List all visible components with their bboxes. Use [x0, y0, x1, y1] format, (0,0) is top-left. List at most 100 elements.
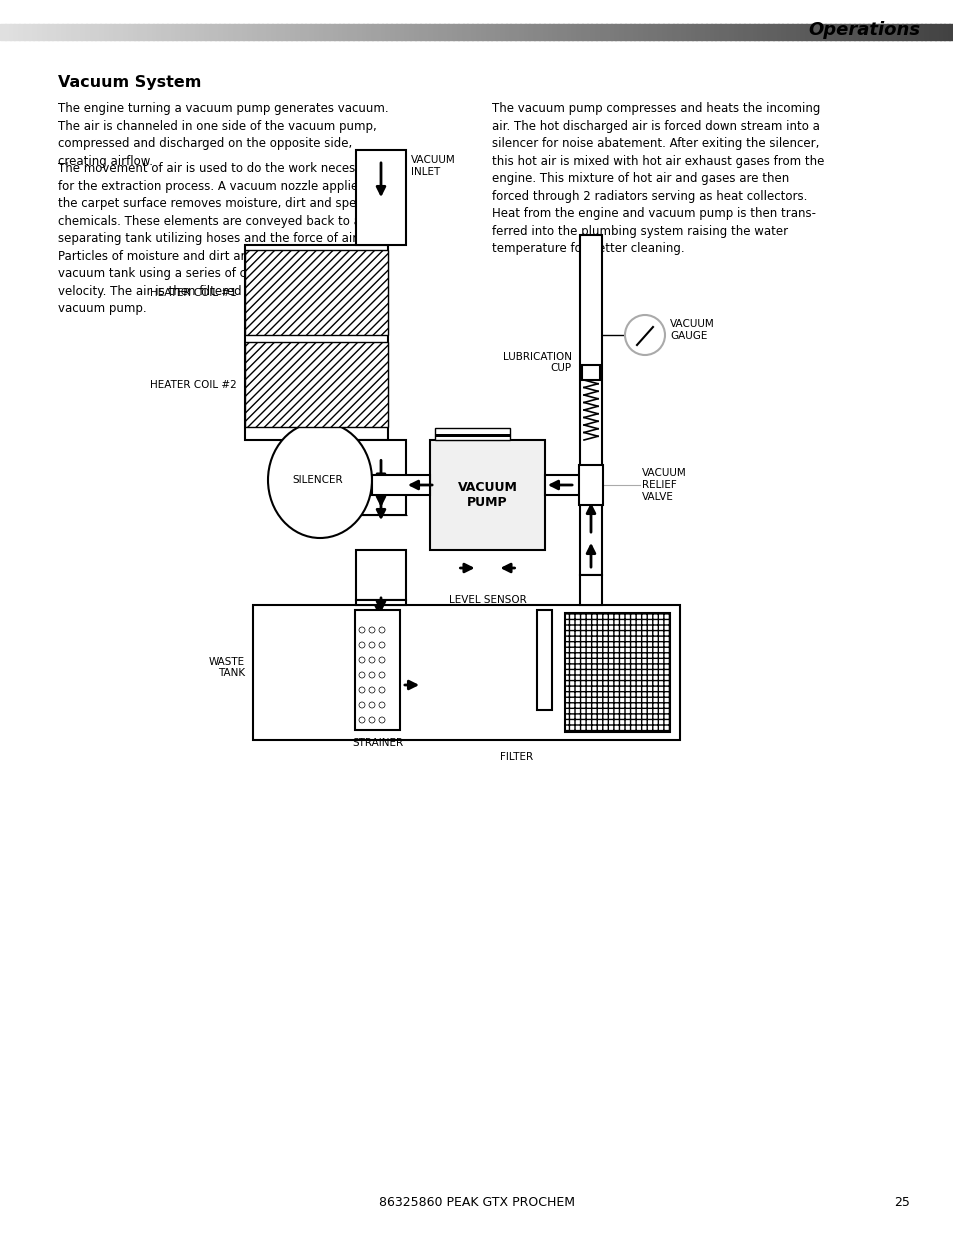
Bar	[901, 23, 906, 40]
Circle shape	[358, 627, 365, 634]
Bar	[934, 23, 940, 40]
Bar	[467, 23, 473, 40]
Bar	[562, 23, 568, 40]
Bar	[810, 23, 816, 40]
Bar	[95, 23, 101, 40]
Bar	[48, 23, 53, 40]
Bar	[672, 23, 678, 40]
Bar	[257, 23, 263, 40]
Circle shape	[378, 642, 385, 648]
Bar	[529, 23, 535, 40]
Bar	[839, 23, 844, 40]
Bar	[772, 23, 778, 40]
Bar	[586, 23, 592, 40]
Bar	[715, 23, 720, 40]
Bar	[319, 23, 325, 40]
Bar	[920, 23, 925, 40]
Bar	[253, 23, 258, 40]
Bar	[724, 23, 730, 40]
Bar	[762, 23, 768, 40]
Bar	[367, 23, 373, 40]
Bar	[355, 600, 406, 605]
Bar	[405, 23, 411, 40]
Bar	[572, 23, 578, 40]
Bar	[758, 23, 763, 40]
Bar	[491, 23, 497, 40]
Bar	[896, 23, 902, 40]
Text: VACUUM
RELIEF
VALVE: VACUUM RELIEF VALVE	[641, 468, 686, 501]
Bar	[767, 23, 773, 40]
Circle shape	[358, 642, 365, 648]
Bar	[519, 23, 525, 40]
Bar	[777, 23, 782, 40]
Bar	[886, 23, 892, 40]
Bar	[929, 23, 935, 40]
Bar	[195, 23, 201, 40]
Bar	[734, 23, 740, 40]
Bar	[133, 23, 139, 40]
Bar	[805, 23, 811, 40]
Bar	[579, 576, 601, 605]
Circle shape	[378, 657, 385, 663]
Bar	[295, 23, 301, 40]
Bar	[395, 23, 401, 40]
Circle shape	[358, 657, 365, 663]
Bar	[86, 23, 91, 40]
Circle shape	[378, 687, 385, 693]
Text: LUBRICATION
CUP: LUBRICATION CUP	[502, 352, 572, 373]
Bar	[438, 23, 444, 40]
Text: HEATER COIL #2: HEATER COIL #2	[150, 379, 236, 389]
Bar	[534, 23, 539, 40]
Bar	[19, 23, 25, 40]
Bar	[753, 23, 759, 40]
Bar	[600, 23, 606, 40]
Bar	[372, 475, 430, 495]
Bar	[748, 23, 754, 40]
Bar	[355, 149, 406, 245]
Bar	[634, 23, 639, 40]
Bar	[696, 23, 701, 40]
Bar	[29, 23, 34, 40]
Bar	[219, 23, 225, 40]
Bar	[343, 23, 349, 40]
Bar	[658, 23, 663, 40]
Bar	[186, 23, 192, 40]
Bar	[329, 23, 335, 40]
Bar	[167, 23, 172, 40]
Circle shape	[358, 687, 365, 693]
Bar	[791, 23, 797, 40]
Bar	[496, 23, 501, 40]
Bar	[57, 23, 63, 40]
Bar	[14, 23, 20, 40]
Bar	[224, 23, 230, 40]
Bar	[238, 23, 244, 40]
Bar	[801, 23, 806, 40]
Bar	[24, 23, 30, 40]
Bar	[700, 23, 706, 40]
Bar	[537, 610, 552, 710]
Bar	[38, 23, 44, 40]
Bar	[434, 23, 439, 40]
Circle shape	[369, 718, 375, 722]
Text: Vacuum System: Vacuum System	[58, 75, 201, 90]
Bar	[105, 23, 111, 40]
Text: 86325860 PEAK GTX PROCHEM: 86325860 PEAK GTX PROCHEM	[378, 1197, 575, 1209]
Bar	[872, 23, 878, 40]
Bar	[334, 23, 339, 40]
Circle shape	[369, 672, 375, 678]
Text: VACUUM
PUMP: VACUUM PUMP	[457, 480, 517, 509]
Bar	[281, 23, 287, 40]
Bar	[124, 23, 130, 40]
Bar	[544, 475, 579, 495]
Text: The movement of air is used to do the work necessary
for the extraction process.: The movement of air is used to do the wo…	[58, 162, 385, 315]
Bar	[176, 23, 182, 40]
Bar	[681, 23, 687, 40]
Bar	[157, 23, 163, 40]
Bar	[596, 23, 601, 40]
Bar	[834, 23, 840, 40]
Bar	[581, 366, 599, 380]
Bar	[624, 23, 630, 40]
Bar	[486, 23, 492, 40]
Bar	[853, 23, 859, 40]
Bar	[129, 23, 134, 40]
